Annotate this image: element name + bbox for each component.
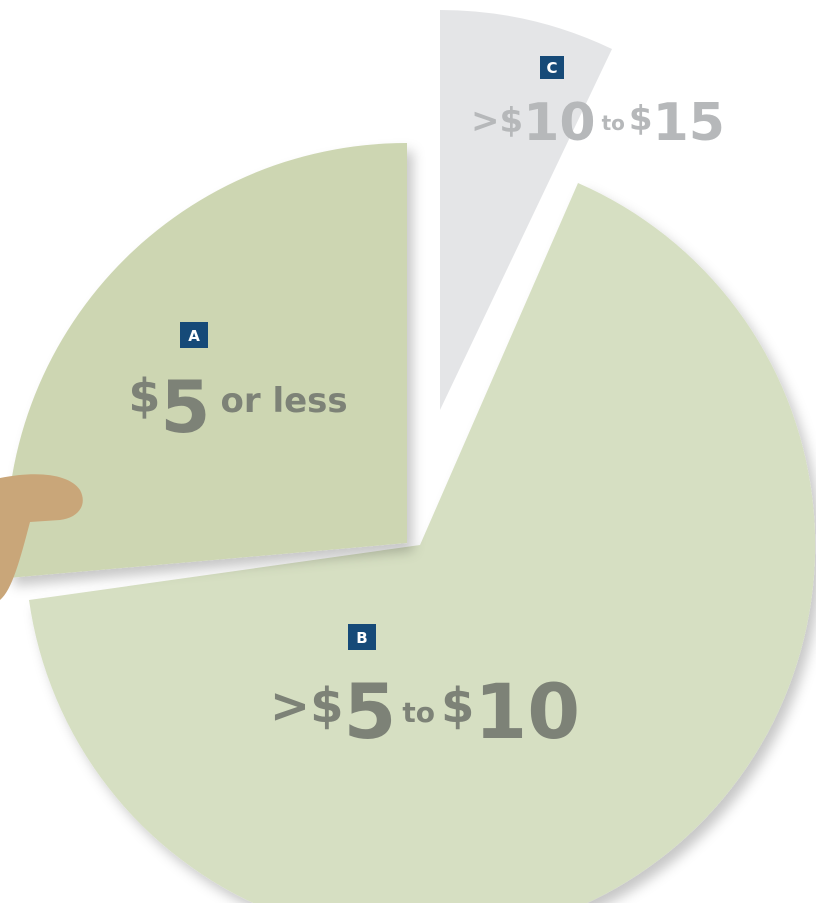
label-part: 5 xyxy=(160,365,210,449)
badge-letter: B xyxy=(356,629,367,647)
label-part: >$ xyxy=(270,678,344,734)
label-part: 5 xyxy=(343,667,396,756)
pie-graphic: A $5or less B >$5to$10 C >$10to$15 xyxy=(0,0,816,903)
label-part: 15 xyxy=(653,93,725,153)
label-part: 10 xyxy=(523,93,595,153)
label-part: $ xyxy=(629,99,653,139)
label-part: 10 xyxy=(474,667,580,756)
badge-letter: A xyxy=(188,327,200,345)
label-part: or less xyxy=(220,381,347,421)
label-part: to xyxy=(602,111,625,135)
label-part: >$ xyxy=(471,101,523,141)
page: A $5or less B >$5to$10 C >$10to$15 (() =… xyxy=(0,0,816,903)
label-part: to xyxy=(402,696,435,729)
label-part: $ xyxy=(128,369,160,423)
label-part: $ xyxy=(441,678,474,734)
badge-letter: C xyxy=(546,59,557,77)
